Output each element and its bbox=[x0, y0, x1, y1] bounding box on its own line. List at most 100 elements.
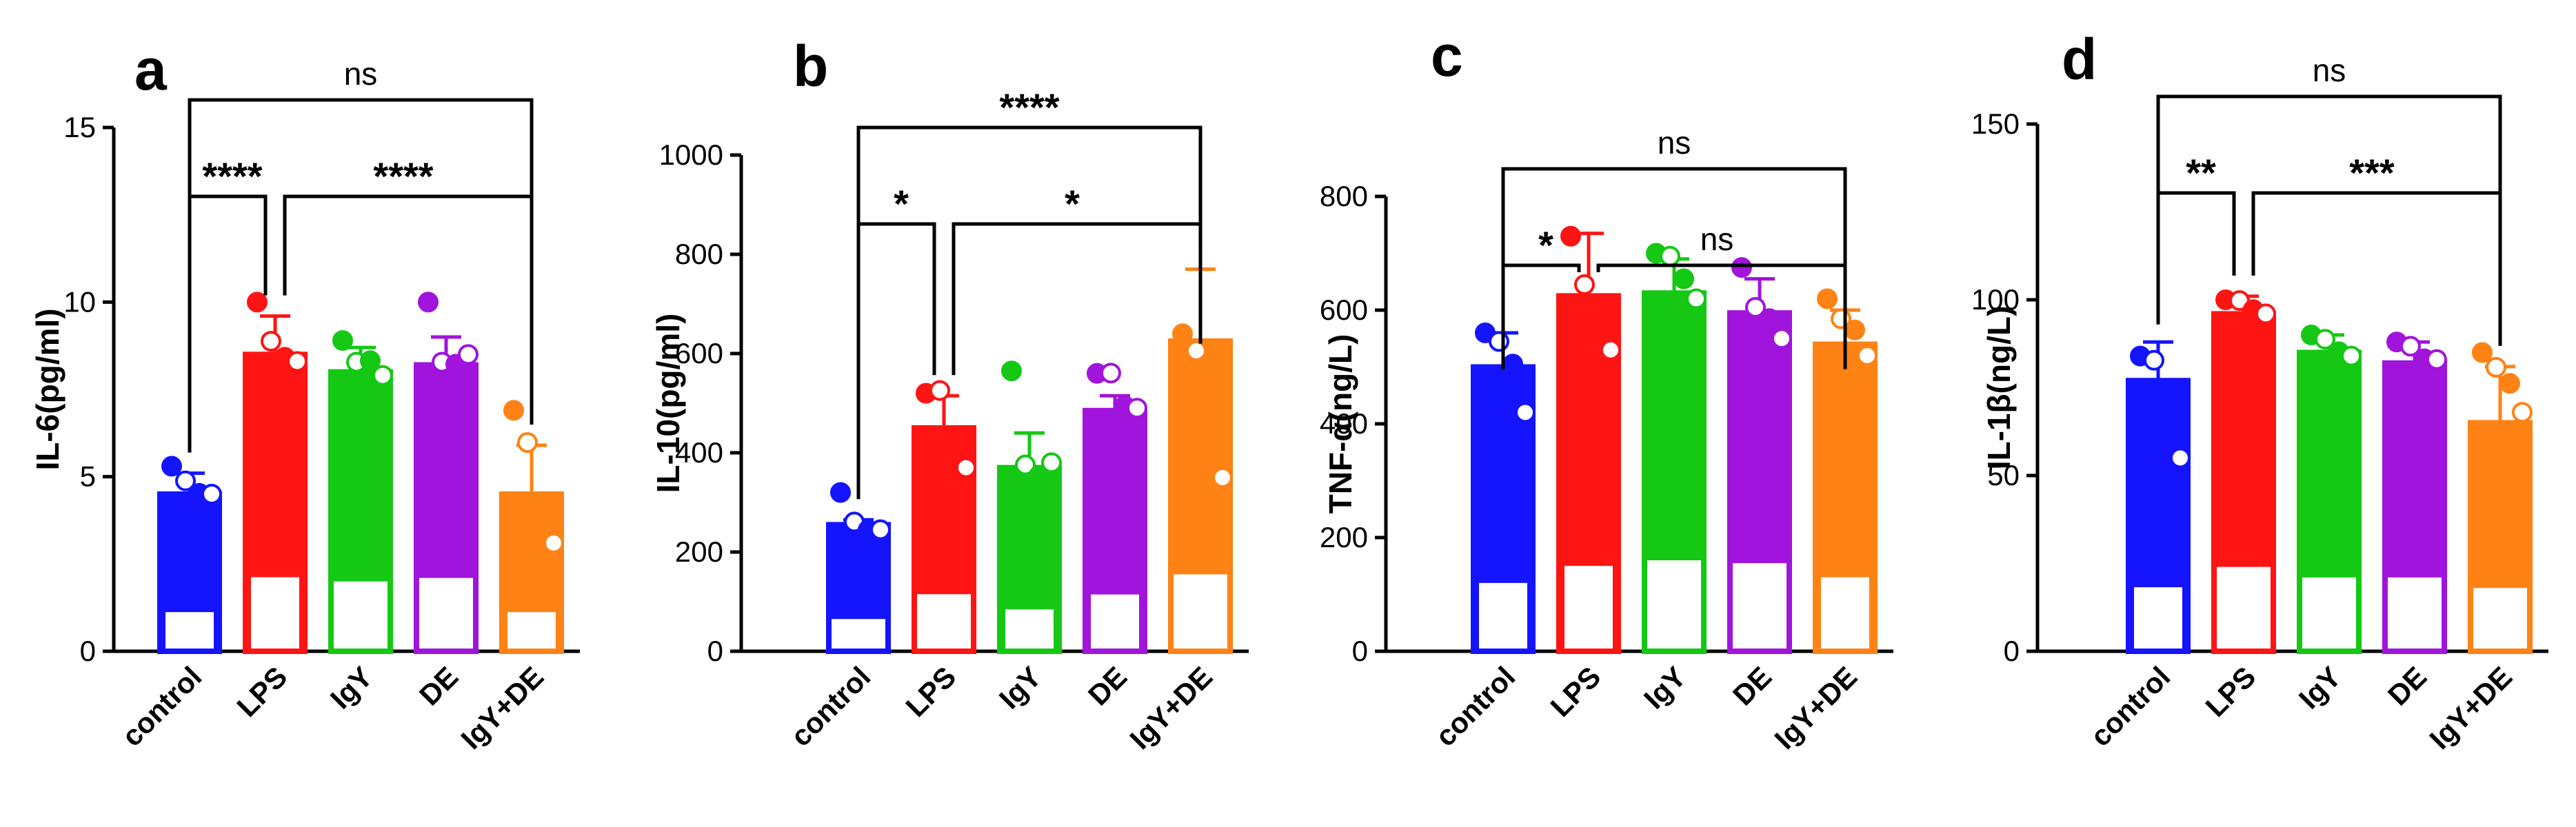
data-point bbox=[287, 351, 308, 372]
significance-label: ** bbox=[2186, 151, 2216, 194]
data-point bbox=[161, 456, 182, 477]
bar-base bbox=[1000, 604, 1059, 655]
significance-label: *** bbox=[2349, 151, 2395, 194]
y-tick-label: 600 bbox=[675, 337, 723, 369]
significance-label: * bbox=[1065, 182, 1080, 225]
data-point bbox=[458, 344, 479, 365]
panel-letter: a bbox=[134, 37, 168, 102]
category-label: DE bbox=[2382, 660, 2433, 712]
bar-fill bbox=[1171, 341, 1230, 575]
panel-d: d IL-1β(ng/L) 0 50 100 150 control LPS IgY DEIgY+… bbox=[1971, 27, 2548, 755]
data-point bbox=[1127, 398, 1147, 419]
y-tick-label: 150 bbox=[1971, 108, 2020, 140]
bar-base bbox=[1473, 577, 1533, 654]
data-point bbox=[2486, 357, 2506, 378]
data-point bbox=[1001, 360, 1022, 382]
bar-fill bbox=[2385, 363, 2444, 578]
bar-base bbox=[1085, 589, 1145, 654]
panel-c: c TNF-α(ng/L) 0 200 400 600 800 control LPS IgY DE… bbox=[1320, 23, 1893, 755]
data-point bbox=[201, 484, 222, 504]
y-tick-label: 100 bbox=[1971, 283, 2020, 316]
data-point bbox=[1015, 454, 1036, 476]
bar-base bbox=[1559, 560, 1618, 654]
bar-fill bbox=[1815, 344, 1875, 575]
y-tick-label: 1000 bbox=[659, 139, 723, 171]
data-point bbox=[261, 331, 281, 352]
data-point bbox=[543, 532, 564, 553]
data-point bbox=[1817, 288, 1838, 309]
bar-fill bbox=[2129, 380, 2188, 585]
data-point bbox=[1771, 328, 1792, 349]
category-label: IgY+DE bbox=[1768, 660, 1863, 755]
y-tick-label: 0 bbox=[1352, 635, 1368, 667]
y-tick-label: 600 bbox=[1320, 294, 1368, 326]
bar-fill bbox=[2214, 314, 2273, 567]
significance-bracket bbox=[1501, 167, 1847, 369]
data-point bbox=[1489, 331, 1509, 352]
significance-label: ns bbox=[2313, 52, 2346, 88]
significance-bracket bbox=[856, 125, 1203, 344]
bar-fill bbox=[914, 428, 974, 595]
bar-fill bbox=[1730, 313, 1789, 564]
category-label: LPS bbox=[1544, 660, 1607, 723]
data-point bbox=[956, 457, 976, 478]
data-point bbox=[1731, 257, 1752, 278]
data-point bbox=[418, 292, 439, 313]
data-point bbox=[332, 330, 353, 351]
bar-fill bbox=[2471, 422, 2530, 589]
data-point bbox=[1600, 339, 1621, 360]
y-tick-label: 15 bbox=[63, 111, 96, 143]
data-point bbox=[1186, 340, 1207, 361]
significance-label: **** bbox=[373, 154, 433, 198]
category-label: DE bbox=[1727, 660, 1778, 712]
y-tick-label: 50 bbox=[1987, 459, 2020, 491]
data-point bbox=[1212, 467, 1233, 488]
data-point bbox=[1857, 345, 1878, 366]
significance-bracket bbox=[188, 98, 534, 327]
data-point bbox=[1100, 363, 1121, 384]
data-point bbox=[1844, 319, 1865, 340]
bar-fill bbox=[1644, 293, 1704, 560]
data-point bbox=[517, 432, 538, 453]
bar-fill bbox=[1000, 467, 1059, 607]
y-axis-label: IL-10(pg/ml) bbox=[650, 314, 686, 493]
category-label: IgY+DE bbox=[454, 660, 550, 755]
data-point bbox=[1502, 354, 1523, 375]
bar-fill bbox=[1559, 296, 1618, 564]
y-axis-label: IL-6(pg/ml) bbox=[30, 308, 66, 470]
data-point bbox=[372, 365, 393, 386]
bar-fill bbox=[331, 371, 390, 582]
bar-fill bbox=[160, 494, 219, 610]
y-tick-label: 200 bbox=[1320, 521, 1368, 553]
significance-label: ns bbox=[344, 56, 378, 92]
category-label: IgY+DE bbox=[1123, 660, 1218, 755]
category-label: IgY bbox=[993, 660, 1047, 715]
category-label: LPS bbox=[230, 660, 293, 723]
data-point bbox=[1172, 323, 1193, 345]
data-point bbox=[1200, 396, 1220, 416]
data-point bbox=[360, 350, 381, 371]
data-point bbox=[2144, 349, 2164, 371]
bar-fill bbox=[1085, 410, 1145, 592]
significance-label: * bbox=[894, 182, 909, 225]
category-label: LPS bbox=[2199, 660, 2262, 723]
data-point bbox=[2341, 345, 2362, 367]
y-tick-label: 0 bbox=[80, 635, 96, 667]
category-label: control bbox=[784, 660, 876, 753]
category-label: IgY+DE bbox=[2423, 660, 2518, 755]
data-point bbox=[1745, 297, 1766, 318]
data-point bbox=[830, 482, 851, 503]
y-tick-label: 200 bbox=[675, 535, 723, 568]
category-label: control bbox=[2084, 660, 2176, 753]
y-tick-label: 5 bbox=[80, 460, 96, 493]
data-point bbox=[943, 435, 964, 456]
bar-base bbox=[2129, 582, 2188, 654]
y-axis-label: IL-1β(ng/L) bbox=[1981, 306, 2017, 470]
bar-fill bbox=[245, 354, 305, 575]
significance-label: **** bbox=[999, 85, 1059, 129]
category-label: LPS bbox=[899, 660, 962, 723]
significance-label: * bbox=[1538, 223, 1553, 267]
bar-base bbox=[1815, 571, 1875, 654]
category-label: IgY bbox=[2293, 660, 2347, 715]
data-point bbox=[1673, 268, 1694, 289]
